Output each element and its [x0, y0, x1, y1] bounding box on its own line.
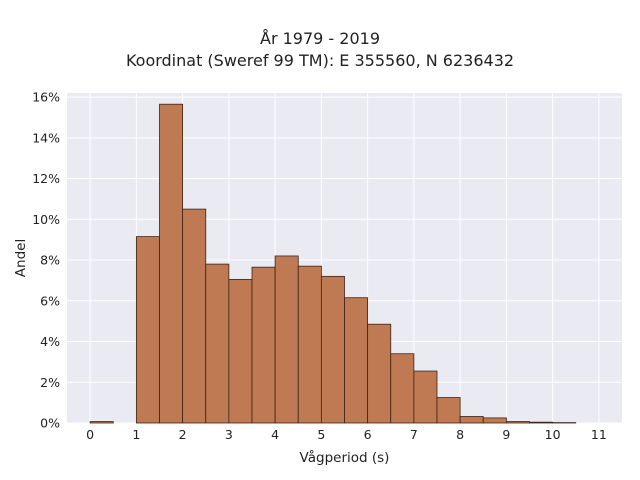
histogram-bar [367, 323, 392, 424]
x-tick-label: 1 [132, 427, 140, 442]
histogram-bar [529, 421, 554, 424]
histogram-bar [159, 103, 184, 424]
histogram-bar [320, 275, 345, 424]
histogram-bar [228, 278, 253, 424]
histogram-bar [274, 255, 299, 424]
histogram-bar [436, 397, 461, 424]
histogram-bar [251, 266, 276, 424]
x-tick-label: 6 [364, 427, 372, 442]
y-axis-label: Andel [13, 239, 29, 277]
x-tick-label: 3 [225, 427, 233, 442]
y-tick-label: 16% [32, 90, 60, 105]
x-tick-label: 5 [317, 427, 325, 442]
x-tick-label: 2 [179, 427, 187, 442]
chart-subtitle: Koordinat (Sweref 99 TM): E 355560, N 62… [125, 51, 515, 70]
y-tick-label: 4% [40, 334, 60, 349]
x-tick-label: 0 [86, 427, 94, 442]
histogram-bar [413, 370, 438, 424]
histogram-bar [297, 265, 322, 424]
y-tick-label: 10% [32, 212, 60, 227]
histogram-bar [344, 297, 369, 424]
x-tick-label: 4 [271, 427, 279, 442]
x-axis-ticks: 0 1 2 3 4 5 6 7 8 9 10 11 [86, 427, 607, 442]
x-tick-label: 11 [591, 427, 607, 442]
y-axis-ticks: 0% 2% 4% 6% 8% 10% 12% 14% 16% [32, 90, 60, 431]
histogram-bar [135, 236, 160, 424]
histogram-bar [390, 353, 415, 424]
x-tick-label: 7 [410, 427, 418, 442]
y-tick-label: 0% [40, 416, 60, 431]
y-tick-label: 2% [40, 375, 60, 390]
y-tick-label: 14% [32, 130, 60, 145]
histogram-bar [89, 421, 114, 424]
y-tick-label: 8% [40, 253, 60, 268]
x-tick-label: 9 [502, 427, 510, 442]
histogram-bar [459, 416, 484, 424]
x-axis-label: Vågperiod (s) [300, 449, 390, 466]
x-tick-label: 8 [456, 427, 464, 442]
histogram-bar [205, 263, 230, 424]
histogram-bar [182, 208, 207, 424]
histogram-bar [482, 417, 507, 424]
bars [89, 103, 577, 424]
y-tick-label: 12% [32, 171, 60, 186]
histogram-bar [505, 421, 530, 424]
x-tick-label: 10 [545, 427, 561, 442]
y-tick-label: 6% [40, 293, 60, 308]
chart-title: År 1979 - 2019 [260, 29, 380, 48]
